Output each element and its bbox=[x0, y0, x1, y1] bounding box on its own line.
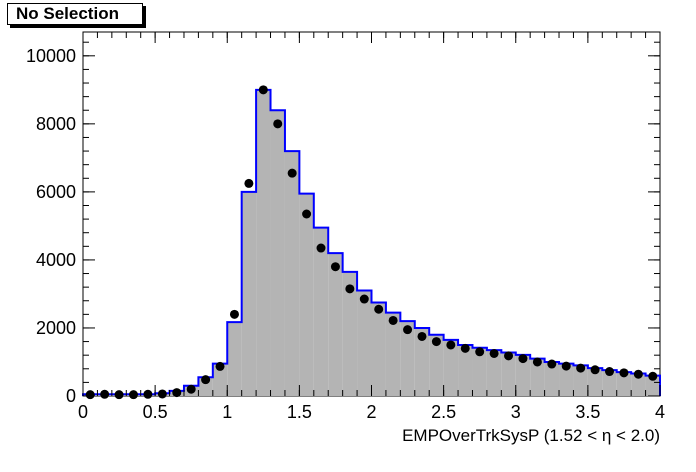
data-point bbox=[85, 390, 95, 400]
data-point bbox=[157, 389, 167, 399]
data-point bbox=[561, 361, 571, 371]
histogram-bar bbox=[429, 334, 444, 396]
data-point bbox=[172, 388, 182, 398]
histogram-bar bbox=[328, 253, 343, 396]
x-axis-label: EMPOverTrkSysP (1.52 < η < 2.0) bbox=[402, 426, 660, 445]
data-point bbox=[201, 375, 211, 385]
data-point bbox=[229, 309, 239, 319]
histogram-bar bbox=[270, 110, 285, 397]
axis-ticks: 0 0.5 1 1.5 2 2.5 3 3.5 4 0 2000 4000 6000 8000 10000 bbox=[26, 32, 665, 422]
data-point bbox=[359, 294, 369, 304]
y-tick-label: 0 bbox=[66, 386, 76, 406]
histogram-bar bbox=[414, 327, 430, 396]
histogram-bar bbox=[573, 365, 588, 396]
x-tick-label: 4 bbox=[655, 402, 665, 422]
data-point bbox=[619, 368, 629, 378]
data-point bbox=[475, 347, 485, 357]
histogram-outline bbox=[82, 88, 661, 396]
data-point bbox=[532, 357, 542, 367]
histogram-bar bbox=[515, 354, 531, 396]
x-tick-label: 2 bbox=[366, 402, 376, 422]
data-point bbox=[388, 315, 398, 325]
histogram-bar bbox=[616, 372, 632, 396]
data-point bbox=[244, 178, 254, 188]
data-point bbox=[330, 262, 340, 272]
histogram-bar bbox=[371, 302, 386, 396]
histogram-bar bbox=[530, 358, 545, 396]
histogram-bar bbox=[486, 350, 502, 396]
data-point bbox=[648, 371, 658, 381]
data-point bbox=[374, 304, 384, 314]
data-point bbox=[273, 119, 283, 129]
x-tick-label: 3 bbox=[511, 402, 521, 422]
x-tick-label: 1.5 bbox=[287, 402, 312, 422]
histogram-bar bbox=[472, 347, 487, 396]
data-point bbox=[417, 331, 427, 341]
y-tick-label: 2000 bbox=[36, 318, 76, 338]
selection-label: No Selection bbox=[7, 3, 143, 25]
data-point bbox=[518, 354, 528, 364]
histogram-bar bbox=[241, 191, 257, 396]
data-point bbox=[114, 390, 124, 400]
x-tick-label: 1 bbox=[222, 402, 232, 422]
histogram-bar bbox=[544, 361, 560, 396]
histogram-series bbox=[82, 88, 661, 397]
data-point bbox=[576, 363, 586, 373]
data-point bbox=[128, 390, 138, 400]
histogram-bar bbox=[602, 370, 617, 396]
y-tick-label: 10000 bbox=[26, 46, 76, 66]
histogram-bar bbox=[631, 373, 646, 396]
x-tick-label: 2.5 bbox=[431, 402, 456, 422]
histogram-bar bbox=[227, 322, 242, 396]
data-point bbox=[345, 284, 355, 294]
data-point bbox=[186, 384, 196, 394]
histogram-bar bbox=[342, 271, 358, 396]
y-tick-label: 4000 bbox=[36, 250, 76, 270]
histogram-bar bbox=[385, 312, 401, 396]
data-point bbox=[143, 389, 153, 399]
data-point bbox=[431, 337, 441, 347]
data-point bbox=[489, 348, 499, 358]
y-tick-label: 6000 bbox=[36, 182, 76, 202]
histogram-bar bbox=[357, 290, 372, 396]
data-point bbox=[605, 367, 615, 377]
data-point bbox=[446, 340, 456, 350]
histogram-bar bbox=[587, 368, 603, 396]
histogram-bar bbox=[212, 363, 228, 396]
y-tick-label: 8000 bbox=[36, 114, 76, 134]
histogram-bar bbox=[458, 344, 473, 396]
data-point bbox=[100, 389, 110, 399]
data-point bbox=[316, 243, 326, 253]
marker-series bbox=[85, 85, 658, 400]
data-point bbox=[302, 209, 312, 219]
histogram-bar bbox=[443, 339, 459, 396]
data-point bbox=[403, 325, 413, 335]
x-tick-label: 0.5 bbox=[143, 402, 168, 422]
histogram-bar bbox=[299, 193, 314, 396]
data-point bbox=[287, 168, 297, 178]
histogram-bar bbox=[256, 89, 271, 396]
data-point bbox=[215, 361, 225, 371]
data-point bbox=[590, 365, 600, 375]
x-tick-label: 3.5 bbox=[575, 402, 600, 422]
data-point bbox=[258, 85, 268, 95]
x-tick-label: 0 bbox=[78, 402, 88, 422]
data-point bbox=[504, 351, 514, 361]
data-point bbox=[633, 369, 643, 379]
data-point bbox=[460, 343, 470, 353]
histogram-bar bbox=[313, 227, 329, 396]
histogram-bar bbox=[559, 363, 574, 396]
histogram-bar bbox=[284, 151, 300, 396]
histogram-bar bbox=[400, 321, 415, 396]
data-point bbox=[547, 359, 557, 369]
histogram-bar bbox=[645, 375, 660, 396]
histogram-bar bbox=[501, 352, 516, 396]
